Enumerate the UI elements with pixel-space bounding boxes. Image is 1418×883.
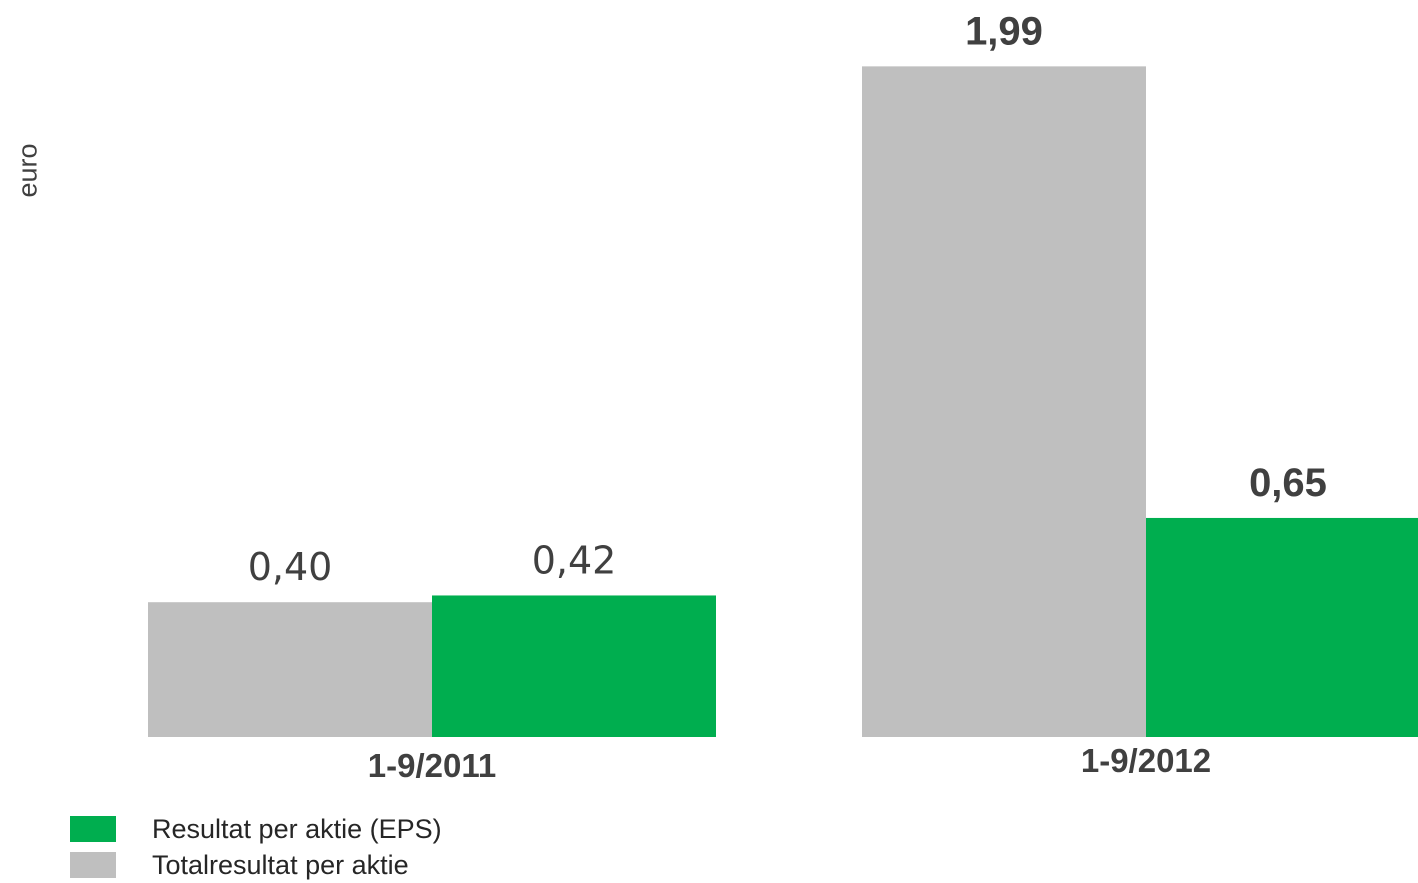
x-tick-label-0: 1-9/2011 [368,747,496,784]
legend-swatch-eps [70,816,116,842]
bar-eps-1 [1146,517,1418,737]
legend-label-eps: Resultat per aktie (EPS) [152,814,442,844]
data-label-eps-1: 0,65 [1249,461,1327,505]
bar-total-0 [148,602,432,737]
data-label-eps-0: 0,42 [532,538,617,582]
data-label-total-0: 0,40 [248,545,333,589]
x-tick-label-1: 1-9/2012 [1081,742,1211,779]
legend-swatch-total [70,852,116,878]
y-axis-label: euro [8,130,48,210]
bar-total-1 [862,66,1146,738]
legend-label-total: Totalresultat per aktie [152,850,409,880]
bar-eps-0 [432,595,716,737]
data-label-total-1: 1,99 [965,9,1043,53]
y-axis-label-text: euro [12,142,43,198]
legend-item-eps: Resultat per aktie (EPS) [70,812,590,846]
legend-item-total: Totalresultat per aktie [70,848,590,882]
